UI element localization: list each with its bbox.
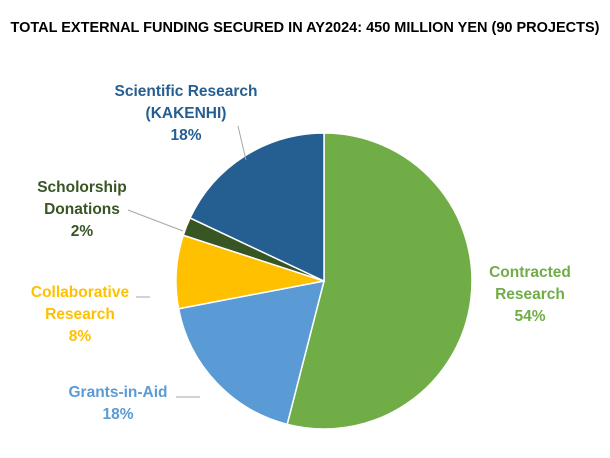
slice-percent-label: 18% — [102, 406, 133, 423]
slice-label-contracted-research: Contracted Research 54% — [489, 264, 571, 325]
slice-name-line: Collaborative — [31, 284, 130, 301]
pie-slice-contracted-research — [286, 132, 473, 430]
slice-name-line: Scientific Research — [114, 83, 257, 100]
slice-label-scientific-research-kakenhi: Scientific Research (KAKENHI) 18% — [114, 83, 257, 144]
slice-percent-label: 8% — [69, 328, 92, 345]
leader-lines — [127, 125, 247, 398]
pie-slice-grants-in-aid — [177, 280, 326, 426]
slice-labels: Contracted Research 54% Grants-in-Aid 18% Col… — [31, 83, 571, 423]
leader-line-scholorship-donations — [127, 209, 184, 232]
slice-label-scholorship-donations: Scholorship Donations 2% — [37, 179, 127, 240]
slice-name-line: Scholorship — [37, 179, 127, 196]
slice-name-line: (KAKENHI) — [146, 105, 227, 122]
slice-percent-label: 18% — [170, 127, 201, 144]
slice-name-line: Donations — [44, 201, 120, 218]
chart-title: TOTAL EXTERNAL FUNDING SECURED IN AY2024… — [11, 20, 600, 36]
leader-line-scientific-research-kakenhi — [237, 125, 247, 161]
slice-label-grants-in-aid: Grants-in-Aid 18% — [68, 384, 167, 423]
slice-name-line: Research — [45, 306, 115, 323]
slice-name-line: Research — [495, 286, 565, 303]
slice-name-line: Contracted — [489, 264, 571, 281]
slice-label-collaborative-research: Collaborative Research 8% — [31, 284, 130, 345]
pie-slices — [175, 132, 473, 430]
slice-percent-label: 54% — [514, 308, 545, 325]
slice-percent-label: 2% — [71, 223, 94, 240]
slice-name-line: Grants-in-Aid — [68, 384, 167, 401]
